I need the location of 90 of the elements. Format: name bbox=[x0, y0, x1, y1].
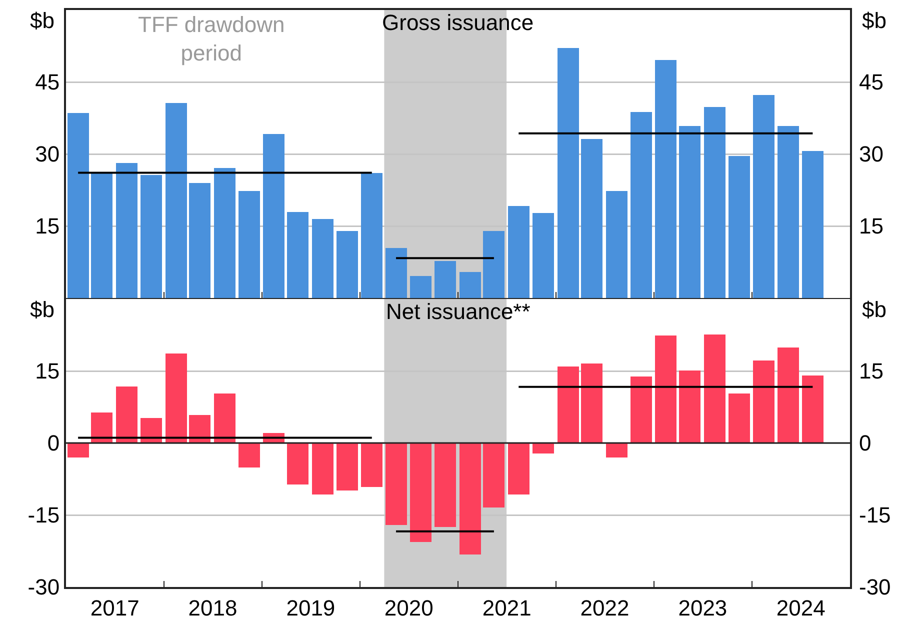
bar bbox=[459, 272, 481, 298]
bar bbox=[238, 443, 260, 468]
y-axis-title: $b bbox=[30, 297, 54, 322]
y2-tick-label: 0 bbox=[859, 430, 872, 456]
bar bbox=[655, 335, 677, 443]
bar bbox=[483, 443, 505, 508]
bar bbox=[581, 139, 603, 298]
bar bbox=[557, 366, 579, 443]
x-tick-label: 2020 bbox=[384, 595, 434, 620]
bar bbox=[753, 94, 775, 298]
y2-tick-label: 30 bbox=[859, 142, 884, 167]
bar bbox=[189, 182, 211, 298]
bar bbox=[116, 386, 138, 443]
bar bbox=[189, 415, 211, 443]
bar bbox=[91, 172, 113, 298]
bar bbox=[312, 218, 334, 298]
bar bbox=[140, 175, 162, 298]
bar bbox=[361, 173, 383, 298]
bar bbox=[581, 363, 603, 443]
y2-tick-label: -15 bbox=[859, 502, 891, 528]
bar bbox=[459, 443, 481, 554]
bar bbox=[753, 360, 775, 443]
bar bbox=[263, 134, 285, 298]
bar bbox=[777, 126, 799, 298]
bar bbox=[508, 206, 530, 298]
bar bbox=[532, 443, 554, 454]
y-tick-label: 15 bbox=[35, 358, 60, 384]
bar bbox=[434, 261, 456, 298]
bar bbox=[557, 48, 579, 298]
y-tick-label: -30 bbox=[28, 574, 60, 600]
y-tick-label: 45 bbox=[35, 70, 60, 95]
bar bbox=[728, 156, 750, 298]
x-tick-label: 2023 bbox=[678, 595, 728, 620]
bar bbox=[287, 443, 309, 484]
y-tick-label: -15 bbox=[28, 502, 60, 528]
bar bbox=[238, 190, 260, 298]
bar bbox=[704, 106, 726, 298]
x-tick-label: 2022 bbox=[580, 595, 630, 620]
bar bbox=[361, 443, 383, 488]
bar bbox=[532, 213, 554, 298]
chart-title: Gross issuance bbox=[382, 10, 534, 35]
bar bbox=[67, 113, 89, 298]
bar bbox=[606, 190, 628, 298]
bar bbox=[434, 443, 456, 527]
bar bbox=[630, 112, 652, 298]
bar bbox=[116, 163, 138, 298]
bar bbox=[508, 443, 530, 494]
bar bbox=[410, 276, 432, 298]
x-tick-label: 2018 bbox=[188, 595, 238, 620]
bar bbox=[336, 230, 358, 298]
y-axis-title: $b bbox=[30, 8, 54, 33]
bar bbox=[312, 443, 334, 494]
bar bbox=[802, 375, 824, 443]
y2-tick-label: 15 bbox=[859, 214, 884, 239]
bar bbox=[483, 230, 505, 298]
bar bbox=[728, 394, 750, 443]
bar bbox=[802, 151, 824, 298]
bar bbox=[655, 60, 677, 298]
bar bbox=[287, 212, 309, 298]
y-tick-label: 30 bbox=[35, 142, 60, 167]
bar bbox=[630, 376, 652, 443]
bar bbox=[606, 443, 628, 458]
x-tick-label: 2024 bbox=[776, 595, 826, 620]
annotation: TFF drawdown period bbox=[138, 12, 285, 66]
bar bbox=[385, 443, 407, 526]
bar bbox=[385, 248, 407, 298]
bar bbox=[165, 354, 187, 443]
y2-tick-label: 45 bbox=[859, 70, 884, 95]
bar bbox=[165, 103, 187, 298]
chart-title: Net issuance** bbox=[386, 299, 531, 324]
bar bbox=[679, 126, 701, 298]
x-tick-label: 2021 bbox=[482, 595, 532, 620]
bar bbox=[214, 168, 236, 298]
y2-axis-title: $b bbox=[862, 297, 886, 322]
y2-tick-label: 15 bbox=[859, 358, 884, 384]
y2-tick-label: -30 bbox=[859, 574, 891, 600]
bar bbox=[140, 418, 162, 443]
bar bbox=[67, 443, 89, 458]
bar bbox=[214, 394, 236, 443]
bar bbox=[91, 412, 113, 443]
x-tick-label: 2017 bbox=[90, 595, 140, 620]
y-tick-label: 0 bbox=[47, 430, 60, 456]
bar bbox=[336, 443, 358, 491]
bar bbox=[679, 370, 701, 443]
x-tick-label: 2019 bbox=[286, 595, 336, 620]
bar bbox=[410, 443, 432, 542]
y2-axis-title: $b bbox=[862, 8, 886, 33]
y-tick-label: 15 bbox=[35, 214, 60, 239]
bar bbox=[777, 347, 799, 443]
bar bbox=[704, 334, 726, 443]
